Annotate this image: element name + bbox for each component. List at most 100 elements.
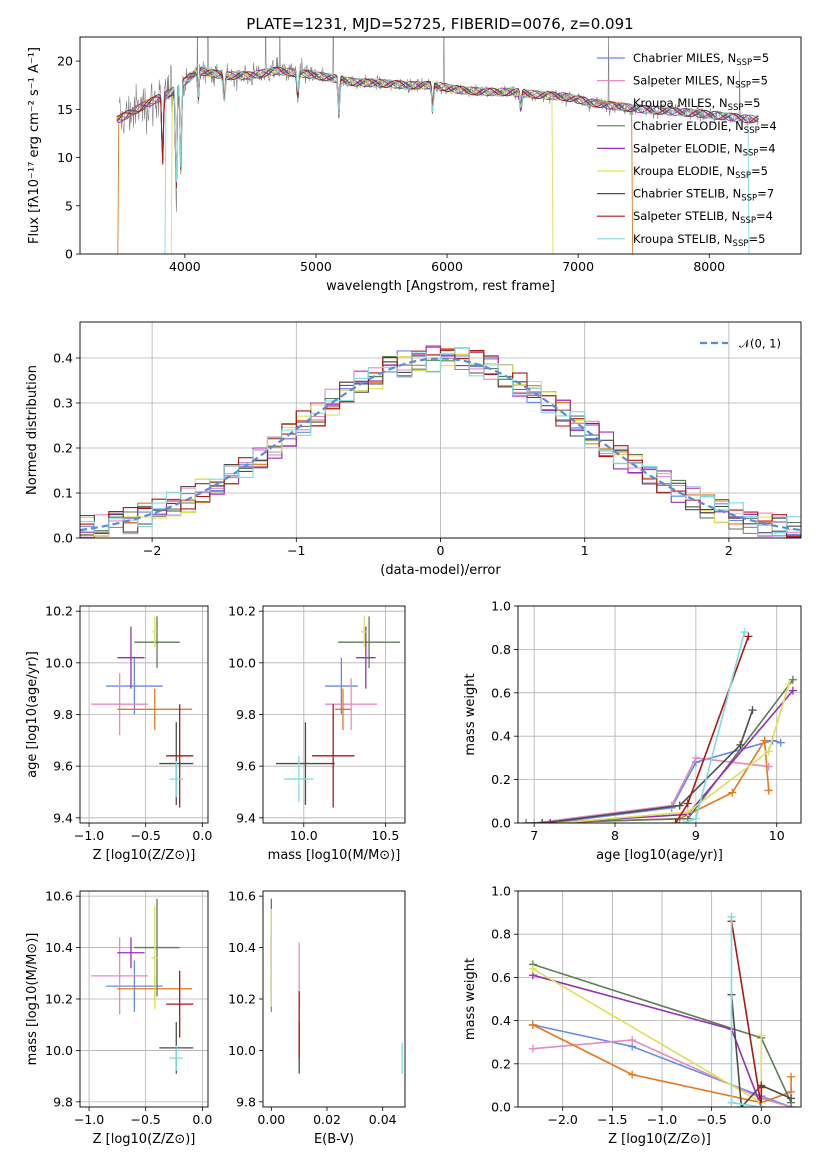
- weight-marker: [764, 786, 773, 795]
- axes-frame: [79, 605, 209, 824]
- weight-marker: [740, 628, 749, 637]
- axes-frame: [517, 890, 802, 1108]
- panel-residuals: −2 −1 0 1 2 0.0 0.1 0.2 0.3 0.4 (data-model)/error…: [25, 321, 802, 578]
- y-tick-label: 10.2: [228, 992, 256, 1007]
- legend: 𝒩(0, 1): [700, 337, 781, 351]
- y-tick-label: 10.2: [45, 992, 73, 1007]
- y-tick-label: 10.0: [45, 655, 73, 670]
- y-tick-label: 10.0: [45, 1043, 73, 1058]
- weight-marker: [679, 819, 688, 823]
- residual-histogram: [80, 347, 801, 536]
- weight-marker: [528, 1020, 537, 1029]
- weight-marker: [691, 753, 700, 762]
- errorbar-point: [325, 657, 358, 715]
- weight-marker: [776, 738, 785, 747]
- y-axis-label: age [log10(age/yr)]: [25, 651, 40, 778]
- weight-marker: [546, 819, 555, 823]
- errorbar-point: [338, 616, 401, 668]
- panel-weight-vs-age: 7 8 9 10 0.0 0.2 0.4 0.6 0.8 1.0 age [log10(age/yr…: [463, 599, 802, 863]
- weight-marker: [691, 814, 700, 823]
- weight-marker: [757, 1103, 766, 1107]
- weight-line: [730, 921, 763, 1107]
- plot-area: [276, 616, 401, 808]
- weight-marker: [530, 819, 539, 823]
- panel-mass-vs-ebv: 0.00 0.02 0.04 9.8 10.0 10.2 10.4 10.6 E(B-V): [228, 889, 406, 1147]
- weight-marker: [528, 1044, 537, 1053]
- y-tick-label: 9.6: [236, 759, 256, 774]
- errorbar-point: [152, 616, 158, 648]
- weight-marker: [683, 799, 692, 808]
- x-axis-label: mass [log10(M/M⊙)]: [268, 848, 401, 863]
- y-axis-label: mass weight: [463, 958, 478, 1040]
- x-axis-label: Z [log10(Z/Z⊙)]: [93, 848, 196, 863]
- legend-entry: Salpeter ELODIE, NSSP=4: [633, 141, 776, 158]
- weight-marker: [788, 675, 797, 684]
- weight-line: [532, 968, 763, 1105]
- errorbar-point: [151, 906, 159, 1010]
- errorbar-point: [334, 688, 352, 730]
- errorbar-point: [166, 970, 194, 1038]
- y-axis-label: mass [log10(M/M⊙)]: [25, 933, 40, 1066]
- weight-line: [542, 709, 754, 823]
- errorbar-point: [166, 704, 194, 808]
- y-tick-label: 9.6: [53, 759, 73, 774]
- y-tick-label: 0.2: [491, 772, 511, 787]
- x-tick-label: −0.5: [131, 1112, 161, 1127]
- x-tick-label: 8000: [693, 259, 725, 274]
- y-tick-label: 0.0: [491, 816, 511, 831]
- weight-line: [532, 974, 763, 1107]
- y-tick-label: 10.6: [228, 889, 256, 904]
- x-tick-label: 0.0: [192, 1112, 212, 1127]
- errorbar-point: [311, 704, 355, 808]
- plot-area: [91, 616, 194, 808]
- y-axis-label: mass weight: [463, 673, 478, 755]
- plot-area: [528, 912, 796, 1107]
- weight-marker: [788, 686, 797, 695]
- x-tick-label: 1: [581, 543, 589, 558]
- legend-entry: Salpeter MILES, NSSP=5: [633, 74, 768, 91]
- y-axis-label: Flux [fλ10⁻¹⁷ erg cm⁻² s⁻¹ A⁻¹]: [27, 47, 42, 244]
- weight-marker: [744, 632, 753, 641]
- y-axis-label: Normed distribution: [25, 365, 40, 495]
- weight-marker: [628, 1070, 637, 1079]
- plot-area: [116, 37, 759, 254]
- weight-marker: [748, 706, 757, 715]
- x-axis-label: Z [log10(Z/Z⊙)]: [608, 1132, 711, 1147]
- weight-line: [550, 739, 782, 823]
- axes-frame: [262, 605, 406, 824]
- x-tick-label: 8: [611, 828, 619, 843]
- x-tick-label: −0.5: [131, 828, 161, 843]
- x-tick-label: 7: [530, 828, 538, 843]
- x-tick-label: 10.0: [290, 828, 318, 843]
- legend-entry: Chabrier MILES, NSSP=5: [633, 51, 769, 68]
- weight-line: [675, 636, 750, 823]
- plot-area: [80, 345, 801, 538]
- y-tick-label: 0.6: [491, 685, 511, 700]
- errorbar-point: [134, 898, 180, 997]
- legend-entry: Kroupa STELIB, NSSP=5: [633, 232, 765, 249]
- x-tick-label: 0.02: [313, 1112, 341, 1127]
- weight-marker: [628, 1036, 637, 1045]
- legend-entry: Chabrier ELODIE, NSSP=4: [633, 119, 777, 136]
- x-axis-label: age [log10(age/yr)]: [596, 848, 723, 863]
- weight-marker: [760, 736, 769, 745]
- weight-line: [683, 631, 746, 823]
- plot-area: [91, 898, 194, 1074]
- weight-marker: [787, 1072, 796, 1081]
- y-tick-label: 20: [57, 54, 73, 69]
- errorbar-point: [91, 673, 148, 736]
- y-tick-label: 0.8: [491, 642, 511, 657]
- plot-area: [270, 898, 403, 1074]
- errorbar-point: [276, 722, 335, 805]
- y-tick-label: 10.2: [45, 604, 73, 619]
- x-tick-label: 0.0: [751, 1112, 771, 1127]
- y-tick-label: 5: [65, 198, 73, 213]
- x-tick-label: −0.5: [696, 1112, 726, 1127]
- y-tick-label: 1.0: [491, 884, 511, 899]
- panel-age-vs-mass: 10.0 10.5 9.4 9.6 9.8 10.0 10.2 mass [log10(M/M…: [228, 604, 406, 863]
- weight-marker: [728, 788, 737, 797]
- errorbar-point: [117, 626, 145, 689]
- y-tick-label: 0.4: [53, 351, 73, 366]
- axes-frame: [79, 890, 209, 1108]
